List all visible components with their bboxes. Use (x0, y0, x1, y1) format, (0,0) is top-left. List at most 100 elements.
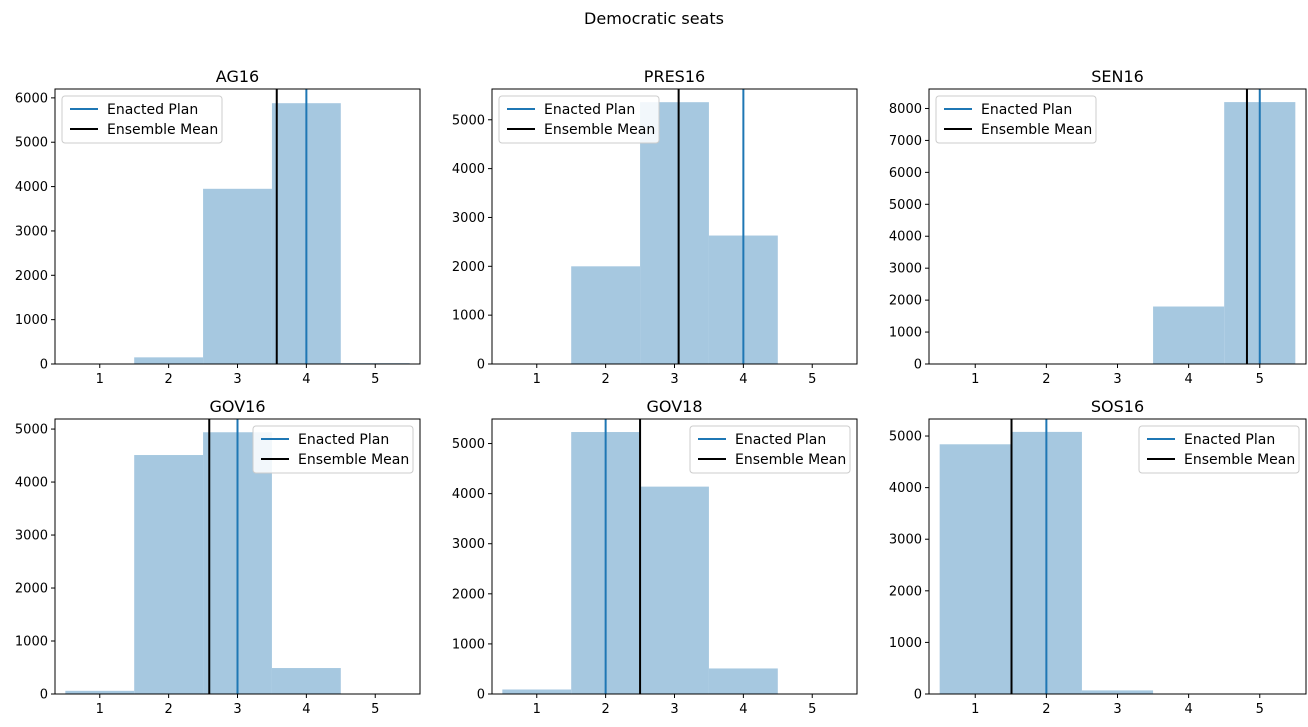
x-tick-label: 2 (601, 702, 609, 717)
x-tick-label: 5 (808, 372, 816, 387)
legend: Enacted Plan Ensemble Mean (1138, 425, 1300, 474)
y-tick-label: 6000 (889, 166, 922, 181)
subplot-title: GOV18 (646, 397, 702, 416)
x-tick-label: 3 (1113, 372, 1121, 387)
y-tick-label: 0 (914, 358, 922, 373)
y-tick-label: 5000 (889, 430, 922, 445)
subplot-gov16: GOV16 1 2 3 4 5 0 1000 2000 3000 4000 5000 Enacted P… (15, 397, 421, 717)
x-tick-label: 3 (233, 702, 241, 717)
y-tick-label: 2000 (452, 587, 485, 602)
histogram-bar (502, 689, 572, 694)
legend-entry: Ensemble Mean (1184, 452, 1295, 468)
y-tick-label: 5000 (452, 437, 485, 452)
x-tick-label: 3 (670, 372, 678, 387)
histogram-bar (640, 102, 709, 364)
x-tick-label: 5 (1256, 702, 1264, 717)
x-tick-label: 2 (1042, 702, 1050, 717)
legend-box (61, 95, 223, 144)
legend: Enacted Plan Ensemble Mean (252, 425, 414, 474)
y-tick-label: 3000 (889, 262, 922, 277)
legend-entry: Enacted Plan (1184, 432, 1275, 448)
y-tick-label: 1000 (452, 309, 485, 324)
x-tick-label: 2 (601, 372, 609, 387)
x-tick-label: 1 (96, 372, 104, 387)
legend-entry: Ensemble Mean (107, 122, 218, 138)
y-tick-label: 3000 (889, 533, 922, 548)
subplot-ag16: AG16 1 2 3 4 5 0 1000 2000 3000 4000 5000 6000 Enacte… (15, 67, 421, 387)
y-tick-label: 4000 (452, 162, 485, 177)
y-tick-label: 4000 (452, 487, 485, 502)
x-tick-label: 4 (739, 702, 747, 717)
y-tick-label: 2000 (15, 582, 48, 597)
legend: Enacted Plan Ensemble Mean (498, 95, 660, 144)
legend-entry: Enacted Plan (544, 102, 635, 118)
x-tick-label: 4 (739, 372, 747, 387)
subplot-title: GOV16 (209, 397, 265, 416)
legend-box (1138, 425, 1300, 474)
y-tick-label: 4000 (889, 230, 922, 245)
x-tick-label: 5 (808, 702, 816, 717)
y-tick-label: 1000 (889, 326, 922, 341)
legend: Enacted Plan Ensemble Mean (689, 425, 851, 474)
legend-entry: Ensemble Mean (298, 452, 409, 468)
y-tick-label: 3000 (452, 537, 485, 552)
y-tick-label: 4000 (15, 180, 48, 195)
histogram-bar (1081, 690, 1154, 694)
x-tick-label: 2 (164, 702, 172, 717)
x-tick-label: 5 (371, 702, 379, 717)
histogram-bar (134, 455, 204, 694)
y-tick-label: 5000 (889, 198, 922, 213)
legend-box (689, 425, 851, 474)
y-tick-label: 8000 (889, 102, 922, 117)
histogram-bar (571, 266, 641, 364)
x-tick-label: 2 (1042, 372, 1050, 387)
x-tick-label: 5 (1256, 372, 1264, 387)
legend-entry: Ensemble Mean (981, 122, 1092, 138)
y-tick-label: 0 (477, 358, 485, 373)
subplot-sen16: SEN16 1 2 3 4 5 0 1000 2000 3000 4000 5000 6000 7000 8… (889, 67, 1307, 387)
y-tick-label: 2000 (15, 269, 48, 284)
figure-suptitle: Democratic seats (584, 9, 724, 28)
y-tick-label: 0 (914, 688, 922, 703)
legend-box (498, 95, 660, 144)
histogram-bar (640, 486, 709, 694)
y-tick-label: 5000 (452, 113, 485, 128)
y-tick-label: 0 (40, 358, 48, 373)
y-tick-label: 5000 (15, 423, 48, 438)
y-tick-label: 2000 (452, 260, 485, 275)
legend-box (935, 95, 1097, 144)
subplot-gov18: GOV18 1 2 3 4 5 0 1000 2000 3000 4000 5000 Enacted P… (452, 397, 858, 717)
subplot-title: AG16 (216, 67, 259, 86)
legend-entry: Ensemble Mean (735, 452, 846, 468)
legend-entry: Ensemble Mean (544, 122, 655, 138)
legend: Enacted Plan Ensemble Mean (61, 95, 223, 144)
y-tick-label: 0 (40, 688, 48, 703)
y-tick-label: 0 (477, 688, 485, 703)
y-tick-label: 3000 (452, 211, 485, 226)
x-tick-label: 5 (371, 372, 379, 387)
x-tick-label: 4 (302, 702, 310, 717)
x-tick-label: 3 (1113, 702, 1121, 717)
subplot-title: SOS16 (1091, 397, 1144, 416)
y-tick-label: 1000 (452, 637, 485, 652)
y-tick-label: 1000 (15, 635, 48, 650)
histogram-bar (65, 690, 135, 694)
x-tick-label: 1 (533, 702, 541, 717)
subplot-title: SEN16 (1091, 67, 1144, 86)
legend-entry: Enacted Plan (735, 432, 826, 448)
legend-entry: Enacted Plan (981, 102, 1072, 118)
x-tick-label: 3 (670, 702, 678, 717)
y-tick-label: 3000 (15, 224, 48, 239)
y-tick-label: 1000 (889, 636, 922, 651)
x-tick-label: 4 (1184, 372, 1192, 387)
histogram-bar (1153, 306, 1225, 364)
histogram-bar (203, 188, 272, 364)
x-tick-label: 2 (164, 372, 172, 387)
histogram-bar (939, 444, 1011, 694)
x-tick-label: 1 (96, 702, 104, 717)
y-tick-label: 7000 (889, 134, 922, 149)
y-tick-label: 5000 (15, 136, 48, 151)
y-tick-label: 4000 (889, 481, 922, 496)
subplot-title: PRES16 (644, 67, 705, 86)
